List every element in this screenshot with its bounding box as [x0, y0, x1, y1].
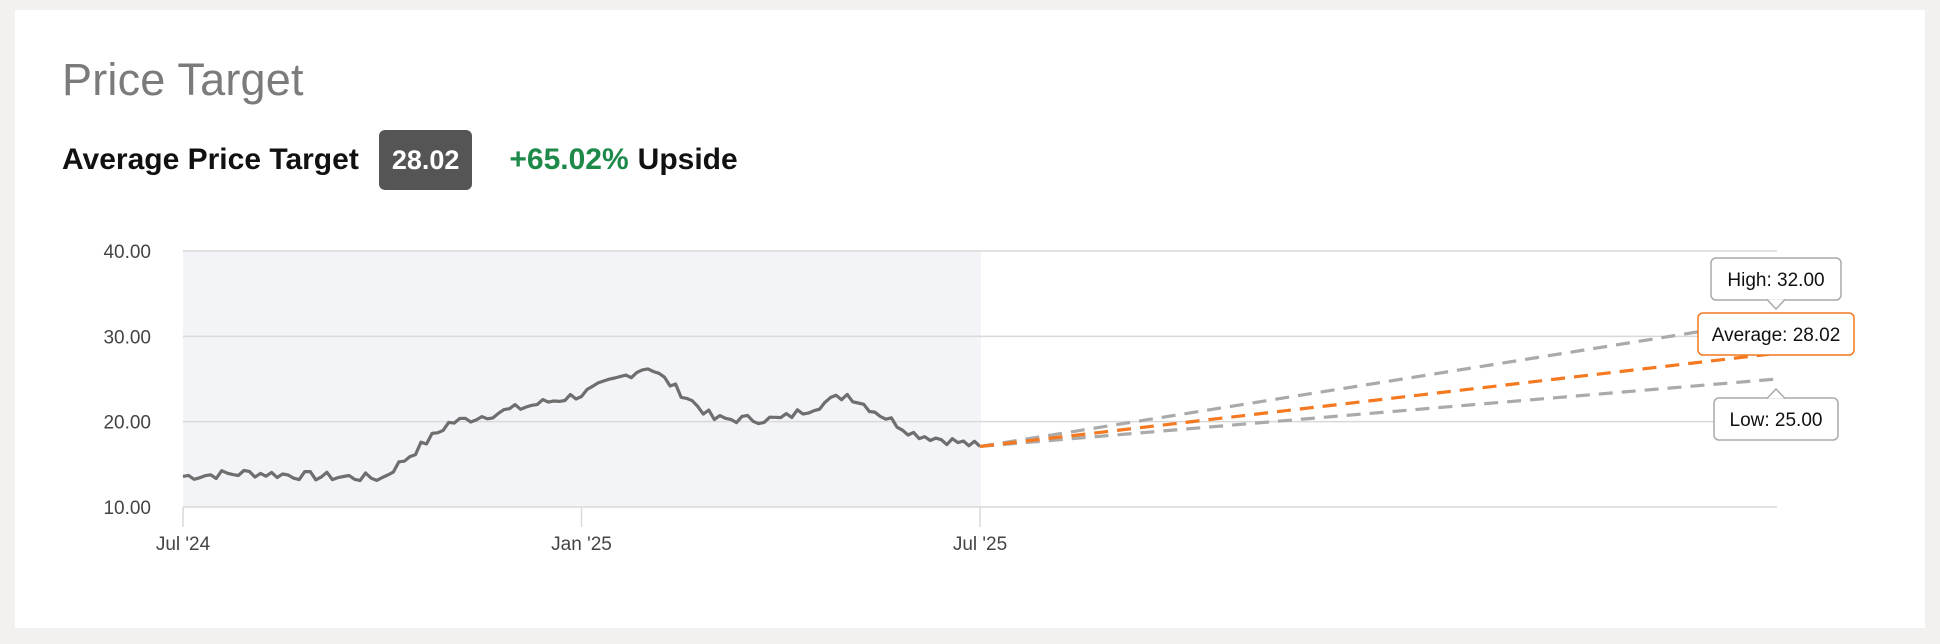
average-label: Average: 28.02 — [1697, 312, 1855, 356]
x-tick-label: Jan '25 — [551, 534, 612, 555]
low-label: Low: 25.00 — [1713, 387, 1839, 441]
low-label-text: Low: 25.00 — [1730, 410, 1823, 431]
upside-text: +65.02% Upside — [509, 143, 737, 177]
y-tick-label: 20.00 — [103, 413, 151, 434]
upside-percent: +65.02% — [509, 143, 629, 176]
x-tick-label: Jul '24 — [156, 534, 211, 555]
forecast-average-line — [979, 351, 1778, 449]
forecast-high-line — [979, 317, 1778, 448]
average-label-text: Average: 28.02 — [1712, 325, 1841, 346]
average-price-target-label: Average Price Target — [62, 143, 359, 176]
y-tick-label: 40.00 — [103, 242, 151, 263]
high-label-text: High: 32.00 — [1727, 270, 1824, 291]
average-price-target-badge: 28.02 — [378, 130, 473, 190]
price-history-line[interactable] — [182, 367, 982, 483]
high-label: High: 32.00 — [1710, 257, 1842, 311]
upside-word: Upside — [637, 143, 738, 176]
forecast-lines — [979, 317, 1778, 449]
forecast-low-line — [979, 377, 1778, 449]
low-label-pointer — [1766, 387, 1786, 400]
average-label-box — [1697, 312, 1855, 356]
average-price-target-row: Average Price Target 28.02 +65.02% Upside — [62, 130, 738, 190]
y-tick-label: 30.00 — [103, 327, 151, 348]
forecast-labels: High: 32.00 Average: 28.02 Low: 25.00 — [1697, 257, 1855, 441]
history-band — [183, 251, 981, 507]
x-tick-label: Jul '25 — [953, 534, 1007, 555]
x-axis: Jul '24 Jan '25 Jul '25 — [156, 507, 1007, 555]
page-title: Price Target — [62, 54, 304, 105]
y-tick-label: 10.00 — [103, 498, 151, 519]
y-axis: 10.00 20.00 30.00 40.00 — [103, 242, 151, 519]
high-label-pointer — [1766, 298, 1786, 311]
